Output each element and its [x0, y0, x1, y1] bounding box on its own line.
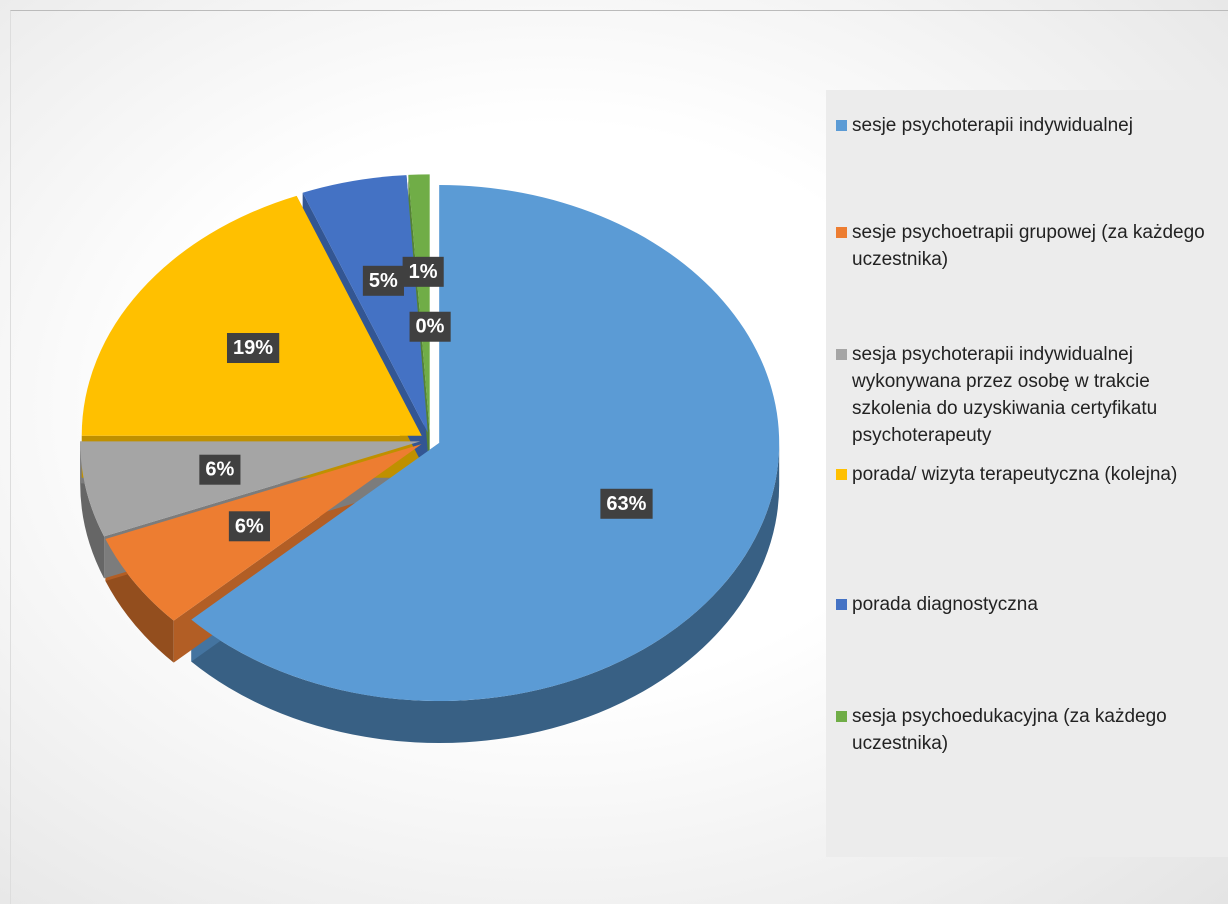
slice-side — [80, 441, 105, 579]
legend-swatch — [836, 227, 847, 238]
data-label: 6% — [199, 454, 241, 485]
data-label-text: 1% — [409, 261, 438, 283]
legend-label: porada/ wizyta terapeutyczna (kolejna) — [852, 464, 1178, 485]
data-label-box — [402, 256, 444, 287]
data-label-box — [199, 454, 241, 485]
data-label: 6% — [228, 511, 270, 542]
data-label-box — [228, 511, 270, 542]
legend-entry: porada/ wizyta terapeutyczna (kolejna) — [836, 461, 1212, 488]
data-label-text: 6% — [235, 515, 264, 537]
data-label: 0% — [409, 311, 451, 342]
legend-label: porada diagnostyczna — [852, 594, 1038, 615]
data-label: 19% — [226, 333, 280, 364]
legend-swatch — [836, 349, 847, 360]
legend: sesje psychoterapii indywidualnej sesje p… — [826, 90, 1228, 857]
data-label-text: 19% — [233, 337, 273, 359]
slice — [191, 185, 780, 702]
data-label-text: 5% — [369, 270, 398, 292]
data-label-box — [226, 333, 280, 364]
legend-label: sesje psychoterapii indywidualnej — [852, 115, 1133, 136]
slice — [408, 174, 430, 433]
data-labels: 63% 6% 6% 19% 5% 1% 0% — [199, 256, 653, 542]
data-label: 5% — [362, 265, 404, 296]
slice — [80, 441, 421, 537]
slice-side — [191, 443, 780, 744]
pie-area: 63% 6% 6% 19% 5% 1% 0% — [80, 174, 780, 744]
data-label-box — [362, 265, 404, 296]
frame — [10, 10, 1228, 904]
data-label: 1% — [402, 256, 444, 287]
legend-entry: sesja psychoedukacyjna (za każdego uczes… — [836, 703, 1212, 757]
data-label-text: 63% — [606, 493, 646, 515]
slice — [81, 195, 422, 436]
legend-label: sesje psychoetrapii grupowej (za każdego… — [852, 222, 1205, 270]
legend-swatch — [836, 711, 847, 722]
legend-entry: sesja psychoterapii indywidualnej wykony… — [836, 341, 1212, 449]
legend-swatch — [836, 599, 847, 610]
legend-entry: sesje psychoetrapii grupowej (za każdego… — [836, 219, 1212, 273]
data-label-box — [600, 488, 653, 519]
legend-swatch — [836, 120, 847, 131]
legend-label: sesja psychoterapii indywidualnej wykony… — [852, 344, 1158, 446]
legend-entry: porada diagnostyczna — [836, 591, 1212, 618]
legend-label: sesja psychoedukacyjna (za każdego uczes… — [852, 706, 1167, 754]
legend-entry: sesje psychoterapii indywidualnej — [836, 112, 1212, 139]
slice — [302, 175, 428, 433]
legend-swatch — [836, 469, 847, 480]
data-label-text: 0% — [416, 316, 445, 338]
data-label: 63% — [600, 488, 653, 519]
data-label-text: 6% — [205, 459, 234, 481]
data-label-box — [409, 311, 451, 342]
